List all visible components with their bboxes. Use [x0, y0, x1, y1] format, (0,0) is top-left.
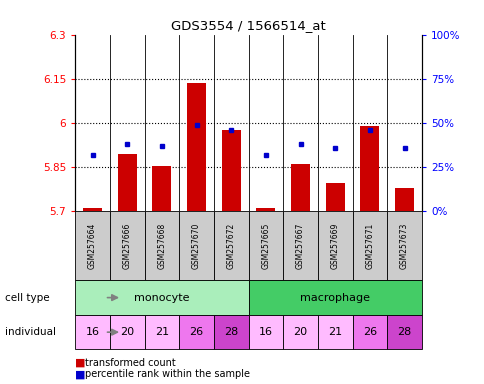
- Text: 26: 26: [362, 327, 376, 337]
- Text: GSM257671: GSM257671: [364, 223, 374, 269]
- Bar: [75, 211, 109, 280]
- Text: ■: ■: [75, 358, 86, 368]
- Text: 16: 16: [258, 327, 272, 337]
- Bar: [213, 315, 248, 349]
- Text: GSM257668: GSM257668: [157, 223, 166, 269]
- Text: GSM257664: GSM257664: [88, 223, 97, 269]
- Bar: [283, 211, 318, 280]
- Text: 28: 28: [397, 327, 411, 337]
- Bar: [248, 315, 283, 349]
- Bar: [83, 208, 102, 211]
- Bar: [187, 83, 206, 211]
- Text: cell type: cell type: [5, 293, 49, 303]
- Text: macrophage: macrophage: [300, 293, 369, 303]
- Bar: [352, 315, 386, 349]
- Text: GSM257670: GSM257670: [192, 223, 201, 269]
- Text: ■: ■: [75, 369, 86, 379]
- Text: individual: individual: [5, 327, 56, 337]
- Text: GSM257665: GSM257665: [261, 223, 270, 269]
- Bar: [221, 130, 240, 211]
- Bar: [248, 280, 421, 315]
- Bar: [386, 315, 421, 349]
- Bar: [109, 315, 144, 349]
- Text: GSM257666: GSM257666: [122, 223, 132, 269]
- Bar: [248, 211, 283, 280]
- Bar: [318, 315, 352, 349]
- Bar: [152, 166, 171, 211]
- Bar: [325, 183, 344, 211]
- Text: 21: 21: [328, 327, 342, 337]
- Bar: [179, 211, 213, 280]
- Bar: [118, 154, 136, 211]
- Text: 16: 16: [85, 327, 99, 337]
- Text: 20: 20: [120, 327, 134, 337]
- Bar: [386, 211, 421, 280]
- Bar: [318, 211, 352, 280]
- Text: GSM257669: GSM257669: [330, 223, 339, 269]
- Text: GSM257672: GSM257672: [226, 223, 235, 269]
- Text: GSM257673: GSM257673: [399, 223, 408, 269]
- Bar: [109, 211, 144, 280]
- Text: percentile rank within the sample: percentile rank within the sample: [85, 369, 249, 379]
- Title: GDS3554 / 1566514_at: GDS3554 / 1566514_at: [171, 19, 325, 32]
- Bar: [290, 164, 309, 211]
- Text: 20: 20: [293, 327, 307, 337]
- Bar: [75, 315, 109, 349]
- Bar: [179, 315, 213, 349]
- Text: 26: 26: [189, 327, 203, 337]
- Text: transformed count: transformed count: [85, 358, 175, 368]
- Bar: [213, 211, 248, 280]
- Bar: [283, 315, 318, 349]
- Bar: [256, 208, 275, 211]
- Bar: [360, 126, 378, 211]
- Bar: [75, 280, 248, 315]
- Text: 21: 21: [154, 327, 168, 337]
- Bar: [144, 211, 179, 280]
- Text: monocyte: monocyte: [134, 293, 189, 303]
- Text: 28: 28: [224, 327, 238, 337]
- Bar: [144, 315, 179, 349]
- Bar: [394, 188, 413, 211]
- Bar: [352, 211, 386, 280]
- Text: GSM257667: GSM257667: [295, 223, 304, 269]
